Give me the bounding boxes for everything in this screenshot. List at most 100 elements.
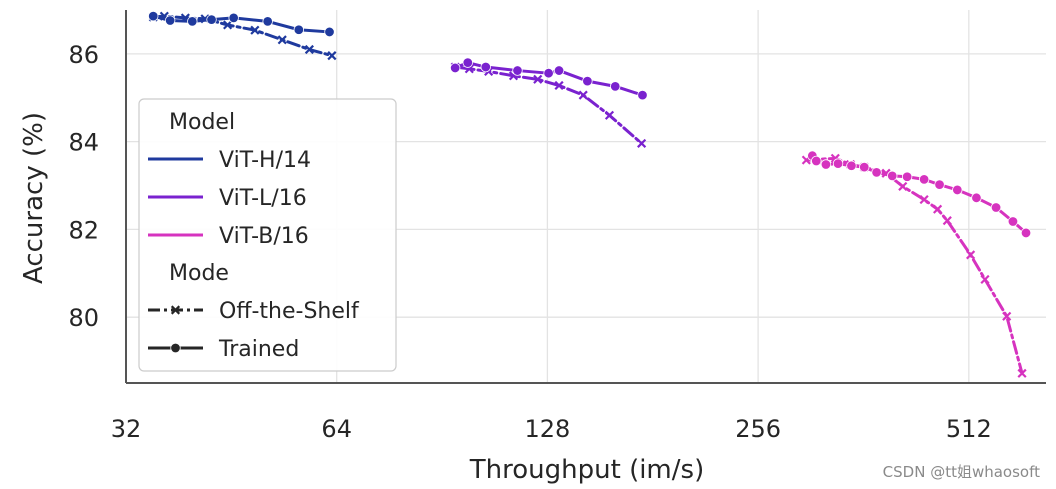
marker-x-stroke: [604, 110, 615, 120]
data-point: [846, 160, 857, 171]
data-point: [971, 192, 982, 204]
data-point: [604, 110, 615, 120]
legend-models: ViT-H/14 ViT-L/16 ViT-B/16: [148, 148, 311, 249]
data-point: [578, 90, 588, 100]
watermark: CSDN @tt姐whaosoft: [883, 463, 1040, 481]
data-point: [553, 65, 565, 76]
data-point: [277, 35, 287, 45]
series-layer: [148, 10, 1032, 378]
y-axis-label: Accuracy (%): [19, 112, 49, 284]
series-line: [804, 156, 1024, 375]
legend-label: ViT-H/14: [219, 148, 311, 173]
series-vit-l-16-off-the-shelf: [450, 62, 647, 148]
marker-x-stroke: [966, 250, 976, 260]
data-point: [324, 26, 335, 38]
data-point: [918, 174, 930, 185]
data-point: [543, 67, 554, 79]
data-point: [449, 62, 461, 74]
data-point: [1020, 227, 1032, 239]
marker-x-stroke: [327, 51, 337, 61]
marker-x-stroke: [578, 90, 588, 100]
data-point: [919, 194, 929, 205]
marker-x-stroke: [250, 25, 260, 35]
tick-labels: 32 64 128 256 512 80 82 84 86: [68, 41, 991, 443]
data-point: [832, 158, 844, 169]
data-point: [148, 10, 159, 22]
marker-x-stroke: [637, 138, 647, 148]
series-vit-b-16-trained: [807, 150, 1032, 239]
data-point: [934, 179, 945, 190]
series-line: [810, 154, 1028, 235]
legend-box: [138, 98, 397, 372]
data-point: [871, 167, 882, 178]
data-point: [1007, 216, 1019, 227]
legend-label: Trained: [218, 337, 299, 362]
data-point: [811, 155, 822, 167]
data-point: [304, 44, 314, 55]
data-point: [990, 202, 1002, 213]
x-tick-label: 512: [946, 415, 992, 443]
legend: Model ViT-H/14 ViT-L/16 ViT-B/16 Mode Off-…: [138, 98, 397, 372]
data-point: [250, 25, 260, 35]
data-point: [966, 250, 976, 260]
data-point: [262, 16, 273, 27]
legend-label: Off-the-Shelf: [219, 299, 360, 324]
data-point: [293, 24, 305, 35]
data-point: [223, 20, 233, 30]
marker-x-stroke: [980, 274, 990, 285]
marker-x-stroke: [830, 153, 840, 163]
marker-x-stroke: [942, 216, 952, 226]
data-point: [512, 65, 523, 76]
data-point: [187, 16, 198, 27]
data-point: [206, 14, 217, 25]
marker-x-stroke: [170, 305, 181, 315]
x-tick-label: 256: [735, 415, 781, 443]
x-tick-label: 64: [321, 415, 352, 443]
data-point: [554, 80, 564, 91]
data-point: [637, 89, 648, 101]
legend-marker: [170, 305, 181, 315]
data-point: [887, 170, 898, 182]
data-point: [1002, 311, 1012, 321]
data-point: [898, 181, 908, 191]
series-vit-l-16-trained: [449, 57, 648, 101]
marker-x-stroke: [919, 194, 929, 205]
data-point: [820, 159, 832, 170]
data-point: [952, 184, 963, 196]
axes-layer: [125, 10, 1046, 384]
marker-x-stroke: [304, 44, 314, 55]
series-vit-h-14-trained: [148, 10, 335, 38]
data-point: [610, 81, 621, 92]
marker-x-stroke: [898, 181, 908, 191]
legend-modes: Off-the-Shelf Trained: [148, 299, 360, 362]
marker-x-stroke: [1002, 311, 1012, 321]
series-line: [453, 65, 644, 145]
marker-x-stroke: [1017, 368, 1027, 378]
y-tick-label: 80: [68, 304, 99, 332]
y-tick-label: 86: [68, 41, 99, 69]
legend-model-title: Model: [169, 110, 235, 135]
data-point: [942, 216, 952, 226]
data-point: [901, 171, 913, 182]
marker-x-stroke: [932, 204, 943, 214]
y-tick-label: 84: [68, 129, 99, 157]
data-point: [164, 15, 176, 26]
data-point: [1017, 368, 1027, 378]
data-point: [327, 51, 337, 61]
x-tick-label: 128: [525, 415, 571, 443]
legend-label: ViT-L/16: [219, 186, 307, 211]
data-point: [582, 75, 593, 87]
marker-x-stroke: [464, 64, 474, 74]
data-point: [859, 161, 870, 173]
data-point: [637, 138, 647, 148]
data-point: [462, 57, 473, 68]
legend-mode-title: Mode: [169, 261, 229, 286]
marker-x-stroke: [533, 74, 543, 84]
legend-marker: [170, 342, 181, 354]
data-point: [980, 274, 990, 285]
y-tick-label: 82: [68, 216, 99, 244]
data-point: [533, 74, 543, 84]
data-point: [932, 204, 943, 214]
marker-x-stroke: [554, 80, 564, 91]
